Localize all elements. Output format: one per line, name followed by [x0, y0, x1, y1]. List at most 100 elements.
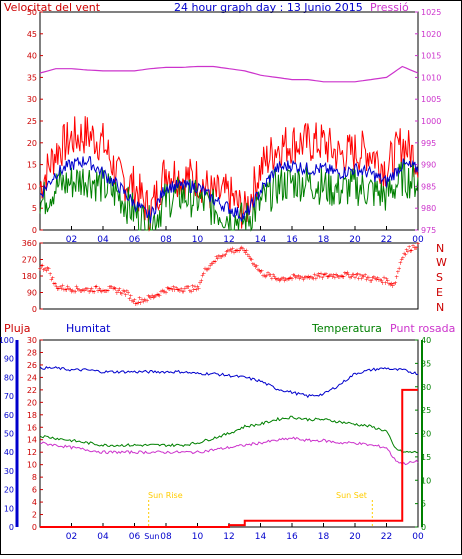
wind-avg-line	[39, 156, 419, 224]
direction-point: +	[224, 249, 229, 256]
direction-point: +	[106, 288, 111, 295]
direction-point: +	[250, 261, 255, 268]
direction-point: +	[225, 247, 230, 254]
direction-point: +	[88, 287, 93, 294]
direction-point: +	[269, 276, 274, 283]
pressure-axis-ytick-label: 975	[421, 226, 436, 235]
humidity-axis-ytick-label: 50	[4, 430, 14, 439]
direction-point: +	[295, 274, 300, 281]
direction-point: +	[373, 276, 378, 283]
direction-point: +	[147, 294, 152, 301]
direction-point: +	[181, 288, 186, 295]
rain-axis-ytick-label: 26	[27, 361, 37, 370]
direction-point: +	[387, 281, 392, 288]
direction-point: +	[344, 271, 349, 278]
direction-point: +	[356, 275, 361, 282]
rain-axis-ytick-label: 2	[32, 511, 37, 520]
direction-point: +	[349, 274, 354, 281]
direction-point: +	[255, 267, 260, 274]
wind-xtick-label: 04	[97, 235, 109, 245]
climate-xtick-label: 06	[129, 532, 141, 542]
direction-point: +	[379, 278, 384, 285]
direction-point: +	[78, 288, 83, 295]
direction-point: +	[267, 272, 272, 279]
direction-point: +	[102, 288, 107, 295]
rain-axis-ytick-label: 24	[27, 373, 37, 382]
direction-point: +	[413, 245, 418, 252]
climate-xtick-label: 08	[160, 532, 172, 542]
direction-point: +	[315, 273, 320, 280]
direction-point: +	[388, 281, 393, 288]
wind-axis-ytick-label: 10	[27, 182, 37, 191]
direction-point: +	[284, 276, 289, 283]
direction-point: +	[384, 276, 389, 283]
direction-point: +	[376, 277, 381, 284]
direction-point: +	[171, 284, 176, 291]
direction-point: +	[205, 267, 210, 274]
direction-point: +	[351, 272, 356, 279]
direction-point: +	[335, 273, 340, 280]
direction-point: +	[289, 276, 294, 283]
direction-point: +	[287, 276, 292, 283]
climate-xtick-label: 04	[97, 532, 109, 542]
direction-point: +	[274, 276, 279, 283]
direction-axis-ytick-label: 90	[27, 289, 37, 298]
direction-point: +	[230, 246, 235, 253]
direction-point: +	[410, 243, 415, 250]
direction-point: +	[297, 275, 302, 282]
direction-point: +	[53, 281, 58, 288]
wind-xtick-label: 22	[381, 235, 392, 245]
direction-point: +	[334, 271, 339, 278]
wind-axis-ytick-label: 15	[27, 161, 37, 170]
rain-axis-ytick-label: 28	[27, 348, 37, 357]
direction-point: +	[92, 289, 97, 296]
direction-point: +	[296, 273, 301, 280]
direction-point: +	[109, 284, 114, 291]
direction-point: +	[84, 286, 89, 293]
direction-point: +	[307, 275, 312, 282]
wind-speed-label: Velocitat del vent	[4, 1, 101, 14]
direction-point: +	[276, 276, 281, 283]
direction-point: +	[405, 248, 410, 255]
direction-point: +	[185, 284, 190, 291]
direction-point: +	[169, 285, 174, 292]
wind-axis-ytick-label: 20	[27, 139, 37, 148]
direction-point: +	[136, 299, 141, 306]
humidity-axis-ytick-label: 70	[4, 392, 14, 401]
direction-point: +	[72, 289, 77, 296]
direction-point: +	[97, 286, 102, 293]
temperature-axis-ytick-label: 35	[421, 359, 431, 368]
direction-point: +	[176, 287, 181, 294]
direction-point: +	[45, 265, 50, 272]
direction-point: +	[257, 267, 262, 274]
direction-point: +	[58, 284, 63, 291]
rain-axis-ytick-label: 14	[27, 436, 37, 445]
direction-point: +	[412, 245, 417, 252]
direction-point: +	[264, 272, 269, 279]
direction-point: +	[404, 247, 409, 254]
direction-point: +	[268, 272, 273, 279]
direction-point: +	[331, 272, 336, 279]
direction-point: +	[153, 293, 158, 300]
direction-point: +	[271, 272, 276, 279]
direction-point: +	[116, 288, 121, 295]
direction-point: +	[55, 286, 60, 293]
direction-point: +	[127, 296, 132, 303]
direction-point: +	[252, 261, 257, 268]
direction-point: +	[44, 268, 49, 275]
direction-point: +	[254, 263, 259, 270]
compass-e: E	[436, 286, 443, 299]
direction-point: +	[253, 264, 258, 271]
direction-point: +	[312, 271, 317, 278]
direction-point: +	[403, 251, 408, 258]
humidity-label: Humitat	[66, 322, 111, 335]
wind-xtick-label: 10	[192, 235, 204, 245]
temperature-axis-ytick-label: 20	[421, 430, 431, 439]
direction-point: +	[237, 248, 242, 255]
direction-point: +	[117, 286, 122, 293]
direction-point: +	[238, 246, 243, 253]
direction-point: +	[111, 286, 116, 293]
direction-point: +	[381, 275, 386, 282]
direction-point: +	[148, 295, 153, 302]
